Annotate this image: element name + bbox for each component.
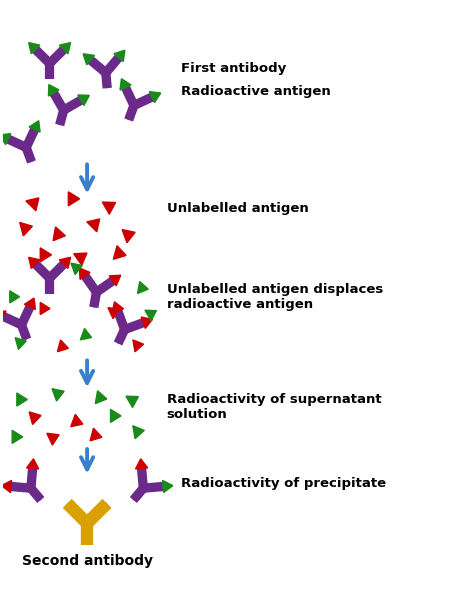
Polygon shape <box>17 393 27 406</box>
Polygon shape <box>120 79 131 90</box>
Polygon shape <box>68 192 80 206</box>
Text: Unlabelled antigen displaces
radioactive antigen: Unlabelled antigen displaces radioactive… <box>167 283 383 311</box>
Polygon shape <box>83 54 94 65</box>
Polygon shape <box>48 85 59 96</box>
Polygon shape <box>110 409 121 422</box>
Polygon shape <box>29 257 40 269</box>
Polygon shape <box>20 223 32 236</box>
Polygon shape <box>126 396 138 408</box>
Polygon shape <box>112 302 124 313</box>
Polygon shape <box>78 95 89 105</box>
Polygon shape <box>137 282 148 293</box>
Polygon shape <box>47 434 59 445</box>
Polygon shape <box>71 415 83 426</box>
Polygon shape <box>27 459 39 469</box>
Polygon shape <box>29 42 40 54</box>
Polygon shape <box>52 389 64 401</box>
Polygon shape <box>29 121 40 132</box>
Text: Unlabelled antigen: Unlabelled antigen <box>167 201 309 214</box>
Polygon shape <box>59 42 71 54</box>
Polygon shape <box>113 246 126 259</box>
Polygon shape <box>136 459 147 469</box>
Polygon shape <box>26 198 39 211</box>
Polygon shape <box>0 134 11 145</box>
Polygon shape <box>114 50 125 61</box>
Polygon shape <box>15 337 26 349</box>
Polygon shape <box>53 227 65 241</box>
Polygon shape <box>59 257 71 269</box>
Text: Second antibody: Second antibody <box>22 554 153 568</box>
Polygon shape <box>1 481 12 492</box>
Polygon shape <box>80 268 90 279</box>
Polygon shape <box>29 412 41 425</box>
Polygon shape <box>24 298 36 309</box>
Polygon shape <box>40 302 50 315</box>
Polygon shape <box>57 340 68 352</box>
Polygon shape <box>0 311 6 322</box>
Text: Radioactivity of supernatant
solution: Radioactivity of supernatant solution <box>167 392 382 421</box>
Polygon shape <box>95 391 107 403</box>
Text: Radioactivity of precipitate: Radioactivity of precipitate <box>181 477 386 490</box>
Polygon shape <box>122 230 135 243</box>
Polygon shape <box>40 248 52 262</box>
Polygon shape <box>10 291 19 303</box>
Polygon shape <box>12 431 23 444</box>
Polygon shape <box>80 329 91 340</box>
Polygon shape <box>90 428 102 441</box>
Polygon shape <box>133 340 144 352</box>
Text: Radioactive antigen: Radioactive antigen <box>181 85 330 98</box>
Polygon shape <box>102 202 116 214</box>
Polygon shape <box>71 263 82 274</box>
Polygon shape <box>109 275 121 286</box>
Polygon shape <box>108 307 119 319</box>
Polygon shape <box>149 92 161 102</box>
Text: First antibody: First antibody <box>181 62 286 75</box>
Polygon shape <box>141 317 153 329</box>
Polygon shape <box>87 219 100 231</box>
Polygon shape <box>73 253 87 265</box>
Polygon shape <box>145 310 156 321</box>
Polygon shape <box>133 426 144 439</box>
Polygon shape <box>163 481 173 492</box>
